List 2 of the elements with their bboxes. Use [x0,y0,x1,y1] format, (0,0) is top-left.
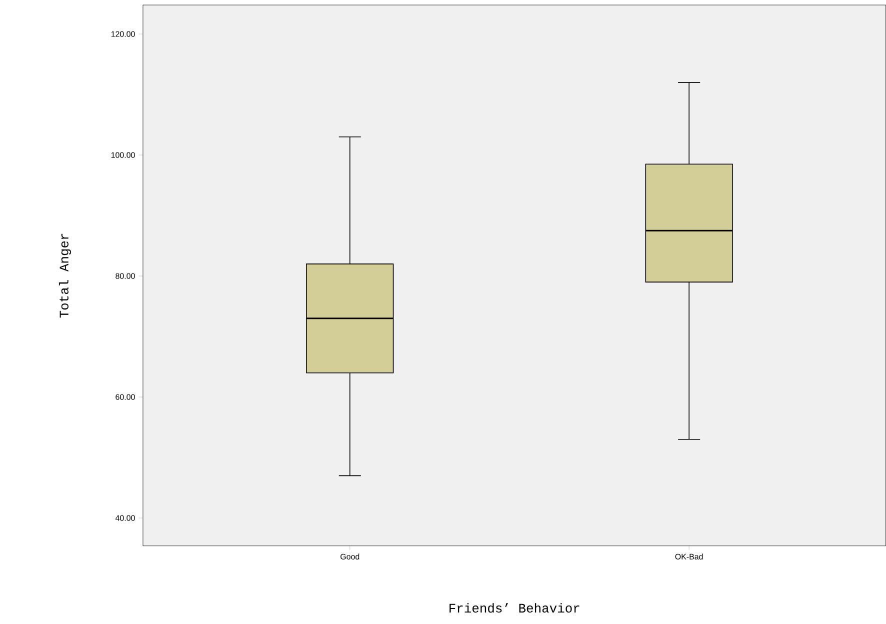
y-axis-title: Total Anger [58,234,72,318]
x-axis-title: Friends’ Behavior [450,603,580,613]
